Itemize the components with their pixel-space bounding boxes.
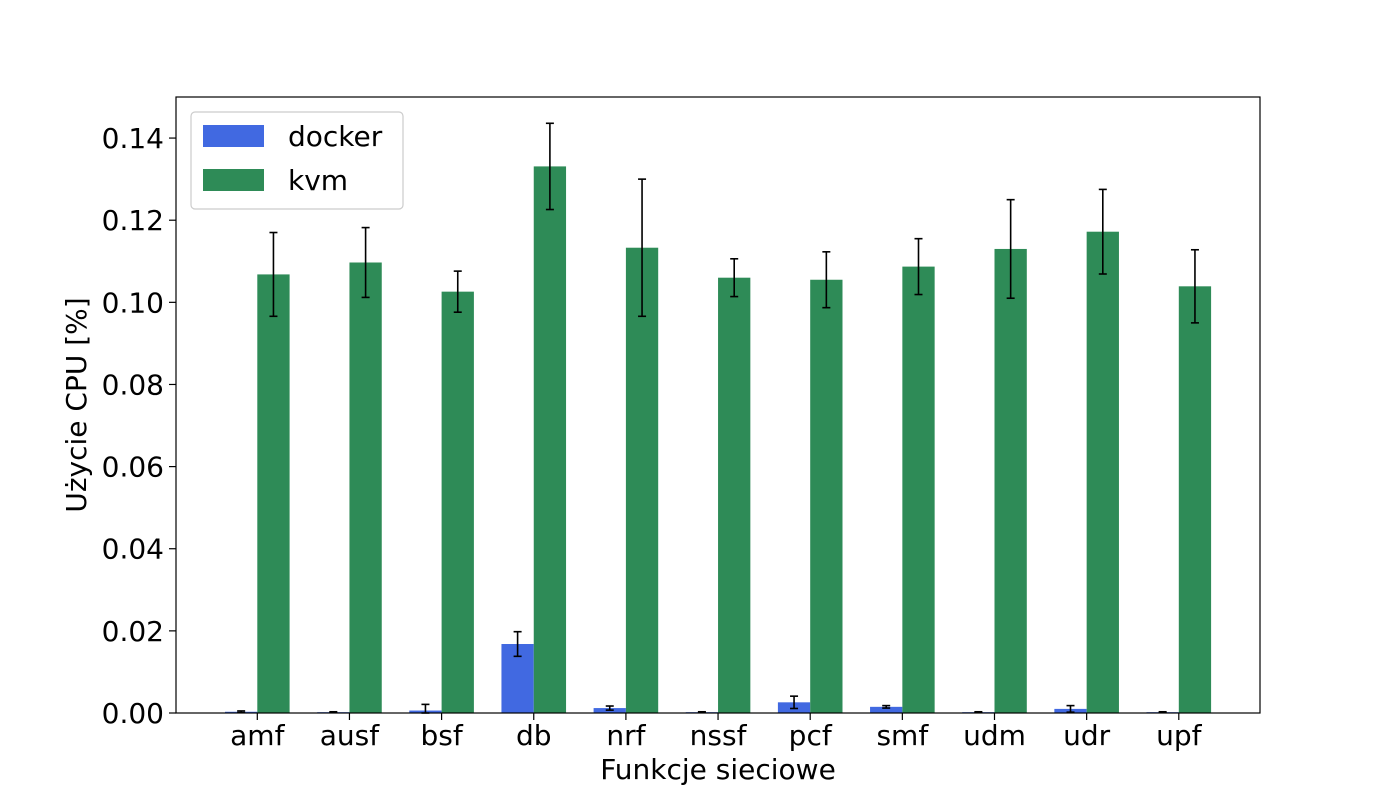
bars-layer: [225, 166, 1212, 714]
bar-kvm-bsf: [441, 291, 474, 713]
bar-kvm-db: [533, 166, 567, 714]
x-tick-label: nssf: [690, 719, 748, 752]
y-tick-label: 0.08: [102, 368, 164, 401]
x-tick-label: db: [516, 719, 552, 752]
y-axis-label: Użycie CPU [%]: [60, 297, 93, 512]
y-tick-label: 0.04: [102, 533, 164, 566]
bar-kvm-smf: [902, 266, 935, 713]
bar-kvm-amf: [257, 274, 290, 713]
x-tick-label: upf: [1156, 719, 1203, 752]
x-tick-label: udm: [963, 719, 1026, 752]
y-tick-label: 0.10: [102, 286, 164, 319]
x-axis: amf ausf bsf db nrf nssf pcf smf udm udr upf: [230, 713, 1203, 752]
legend: docker kvm: [190, 111, 404, 210]
x-tick-label: smf: [876, 719, 929, 752]
legend-swatch-docker: [203, 125, 264, 147]
legend-label-kvm: kvm: [288, 164, 348, 197]
bar-kvm-upf: [1178, 286, 1212, 713]
bar-kvm-udr: [1086, 231, 1119, 713]
y-tick-label: 0.14: [102, 122, 164, 155]
x-axis-label: Funkcje sieciowe: [600, 753, 836, 786]
bar-docker-smf: [870, 706, 903, 713]
x-tick-label: udr: [1063, 719, 1111, 752]
bar-kvm-pcf: [810, 279, 843, 713]
bar-kvm-udm: [994, 248, 1027, 714]
y-tick-label: 0.06: [102, 451, 164, 484]
legend-label-docker: docker: [288, 120, 383, 153]
legend-swatch-kvm: [203, 169, 264, 191]
bar-kvm-ausf: [349, 262, 382, 713]
x-tick-label: amf: [230, 719, 285, 752]
y-tick-label: 0.02: [102, 615, 164, 648]
x-tick-label: bsf: [420, 719, 463, 752]
y-tick-label: 0.12: [102, 204, 164, 237]
bar-kvm-nrf: [625, 247, 659, 713]
y-axis: 0.00 0.02 0.04 0.06 0.08 0.10 0.12 0.14: [102, 122, 176, 730]
bar-kvm-nssf: [718, 277, 751, 713]
x-tick-label: nrf: [606, 719, 646, 752]
x-tick-label: pcf: [789, 719, 833, 752]
x-tick-label: ausf: [320, 719, 380, 752]
y-tick-label: 0.00: [102, 697, 164, 730]
